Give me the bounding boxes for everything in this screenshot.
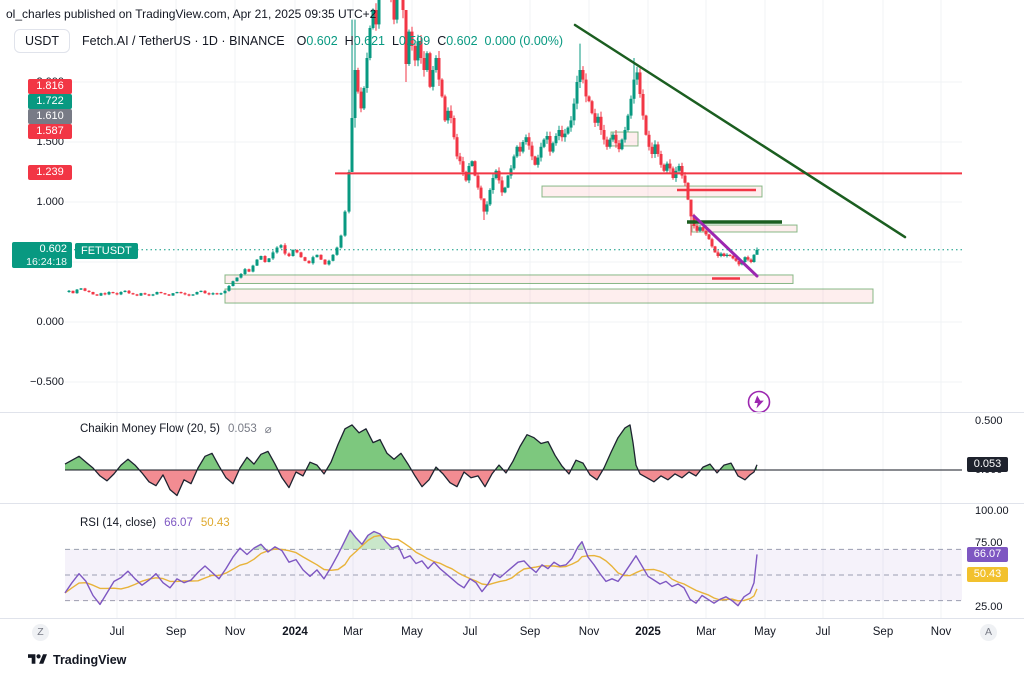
price-level-badge: 1.587: [28, 124, 72, 139]
price-level-badge: 1.610: [28, 109, 72, 124]
indicator-value-badge: 66.07: [967, 547, 1008, 562]
cmf-legend: Chaikin Money Flow (20, 5) 0.053 ⌀: [80, 422, 272, 436]
time-axis-label: Jul: [462, 626, 478, 638]
rsi-value: 66.07: [164, 517, 193, 529]
time-axis-label: Jul: [109, 626, 125, 638]
price-axis-label: 0.000: [36, 316, 64, 328]
ohlc-item: L0.599: [391, 34, 431, 48]
cmf-title[interactable]: Chaikin Money Flow (20, 5): [80, 423, 220, 435]
time-axis-label: Sep: [872, 626, 894, 638]
pane-separator[interactable]: [0, 503, 1024, 504]
time-axis-label: Sep: [519, 626, 541, 638]
hollow-circle-icon[interactable]: ⌀: [264, 424, 272, 436]
price-axis-label: 1.000: [36, 196, 64, 208]
indicator-axis-label: 25.00: [975, 601, 1003, 613]
time-axis-label: Nov: [930, 626, 952, 638]
indicator-axis-label: 100.00: [975, 505, 1009, 517]
time-axis-label: May: [401, 626, 423, 638]
tradingview-logo-text: TradingView: [53, 652, 127, 667]
price-level-badge: 1.239: [28, 165, 72, 180]
price-level-badge: 1.722: [28, 94, 72, 109]
time-axis-label: Mar: [696, 626, 716, 638]
indicator-axis-label: 75.00: [975, 537, 1003, 549]
currency-toggle-button[interactable]: USDT: [14, 29, 71, 53]
price-level-badge: 1.816: [28, 79, 72, 94]
pane-separator[interactable]: [0, 618, 1024, 619]
time-axis-a-hint[interactable]: A: [980, 624, 997, 641]
tradingview-logo[interactable]: TradingView: [28, 652, 126, 667]
change-value: 0.000 (0.00%): [484, 34, 564, 48]
last-price-badge: 0.602 16:24:18: [12, 242, 72, 268]
price-line-symbol-tag: FETUSDT: [75, 243, 138, 259]
ohlc-item: C0.602: [437, 34, 478, 48]
pane-separator[interactable]: [0, 412, 1024, 413]
ohlc-item: O0.602: [296, 34, 338, 48]
last-price: 0.602: [39, 243, 67, 255]
cmf-value: 0.053: [227, 423, 257, 435]
time-axis-label: 2024: [282, 626, 308, 638]
rsi-ma-value: 50.43: [200, 517, 230, 529]
time-axis-label: Nov: [224, 626, 246, 638]
time-axis-label: Nov: [578, 626, 600, 638]
bar-countdown: 16:24:18: [26, 256, 67, 268]
symbol-title[interactable]: Fetch.AI / TetherUS · 1D · BINANCE: [82, 34, 285, 48]
price-axis-label: 1.500: [36, 136, 64, 148]
indicator-axis-label: 0.500: [975, 415, 1003, 427]
attribution-text: ol_charles published on TradingView.com,…: [6, 7, 377, 21]
ohlc-values: O0.602 H0.621 L0.599 C0.602 0.000 (0.00%): [297, 34, 563, 48]
time-axis-label: Jul: [815, 626, 831, 638]
symbol-bar: USDT Fetch.AI / TetherUS · 1D · BINANCE …: [14, 29, 563, 53]
ohlc-item: H0.621: [344, 34, 385, 48]
price-axis-label: −0.500: [30, 376, 64, 388]
time-axis-label: 2025: [635, 626, 661, 638]
indicator-value-badge: 50.43: [967, 567, 1008, 582]
time-axis-label: May: [754, 626, 776, 638]
rsi-legend: RSI (14, close) 66.07 50.43: [80, 517, 230, 529]
tradingview-logo-icon: [28, 654, 47, 664]
time-axis-label: Mar: [343, 626, 363, 638]
indicator-value-badge: 0.053: [967, 457, 1008, 472]
time-axis-label: Sep: [165, 626, 187, 638]
time-axis-z-hint[interactable]: Z: [32, 624, 49, 641]
rsi-title[interactable]: RSI (14, close): [80, 517, 157, 529]
